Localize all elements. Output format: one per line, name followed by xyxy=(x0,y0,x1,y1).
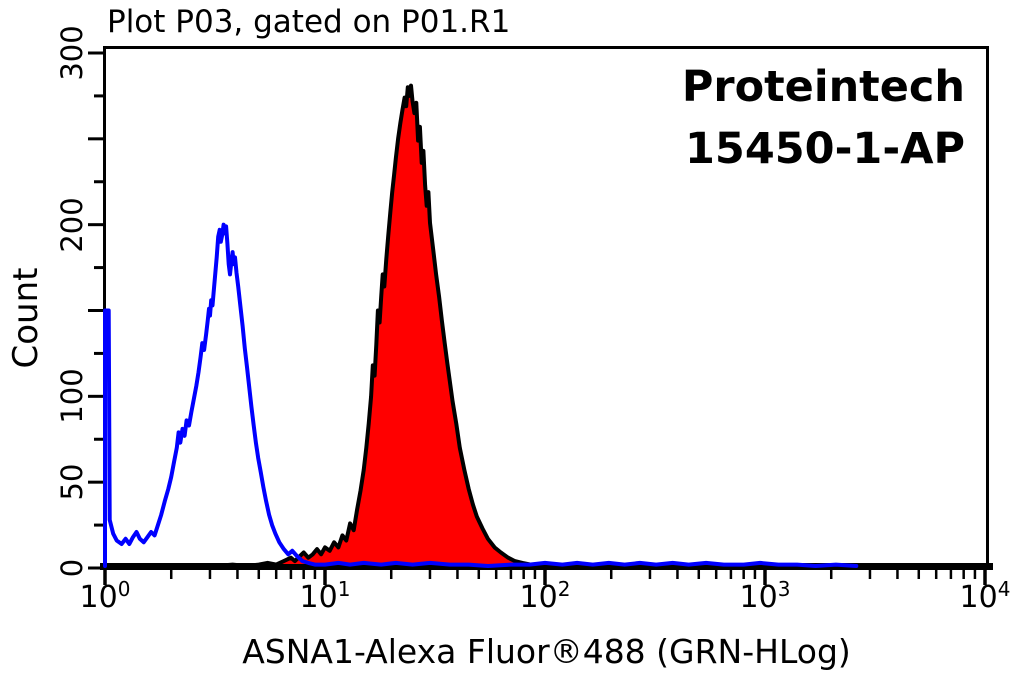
plot-frame xyxy=(103,46,989,568)
y-tick-label: 200 xyxy=(55,196,89,253)
y-tick-label: 100 xyxy=(55,368,89,425)
annotation-catalog-number: 15450-1-AP xyxy=(684,124,965,174)
annotation-block: Proteintech 15450-1-AP xyxy=(682,56,965,180)
x-tick-label: 102 xyxy=(519,577,571,615)
x-axis-label: ASNA1-Alexa Fluor®488 (GRN-HLog) xyxy=(242,632,851,671)
x-tick-label: 101 xyxy=(299,577,351,615)
x-tick-label: 103 xyxy=(739,577,791,615)
y-axis-label: Count xyxy=(6,267,46,369)
sample-histogram-filled xyxy=(194,83,552,568)
x-tick-label: 104 xyxy=(959,577,1011,615)
y-tick-label: 50 xyxy=(55,463,89,501)
y-tick-label: 300 xyxy=(55,25,89,81)
control-histogram-curve xyxy=(103,222,859,568)
plot-title: Plot P03, gated on P01.R1 xyxy=(107,4,511,40)
annotation-brand: Proteintech xyxy=(681,62,965,112)
x-tick-label: 100 xyxy=(79,577,131,615)
y-tick-label: 0 xyxy=(55,558,89,578)
